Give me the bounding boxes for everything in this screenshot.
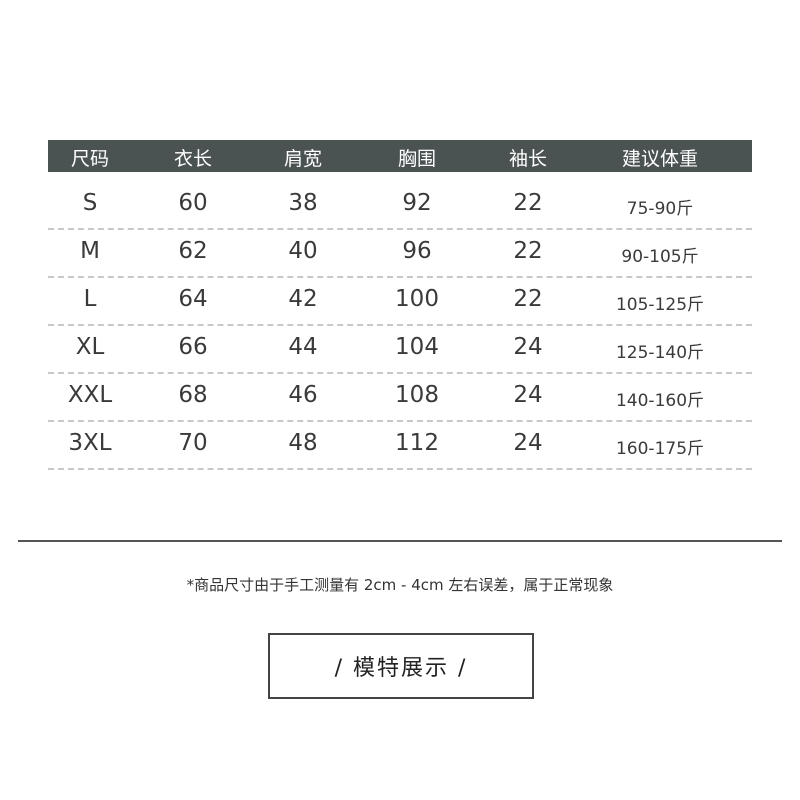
table-cell: 160-175斤: [615, 439, 705, 459]
column-header: 建议体重: [621, 148, 699, 170]
table-row: L 64 42 100 22 105-125斤: [48, 278, 752, 326]
table-cell: XL: [75, 334, 105, 360]
table-row: 3XL 70 48 112 24 160-175斤: [48, 422, 752, 470]
table-row: M 62 40 96 22 90-105斤: [48, 230, 752, 278]
table-row: S 60 38 92 22 75-90斤: [48, 182, 752, 230]
table-cell: 75-90斤: [626, 199, 694, 219]
column-header: 胸围: [397, 148, 437, 170]
column-header: 衣长: [173, 148, 213, 170]
table-cell: S: [82, 190, 98, 216]
section-title-box: / 模特展示 /: [268, 633, 534, 699]
table-cell: 22: [513, 286, 543, 312]
table-cell: XXL: [67, 382, 113, 408]
table-cell: L: [83, 286, 97, 312]
table-cell: 3XL: [68, 430, 112, 456]
table-cell: 108: [395, 382, 439, 408]
table-cell: 90-105斤: [621, 247, 699, 267]
row-divider: [48, 468, 752, 470]
table-cell: 70: [178, 430, 208, 456]
table-cell: 38: [288, 190, 318, 216]
table-cell: 46: [288, 382, 318, 408]
table-cell: 48: [288, 430, 318, 456]
table-cell: 112: [395, 430, 439, 456]
divider: [18, 540, 782, 542]
table-cell: 44: [288, 334, 318, 360]
column-header: 袖长: [508, 148, 548, 170]
table-cell: 100: [395, 286, 439, 312]
table-header: 尺码 衣长 肩宽 胸围 袖长 建议体重: [48, 140, 752, 172]
section-title: / 模特展示 /: [334, 656, 468, 681]
row-divider: [48, 372, 752, 374]
column-header: 尺码: [70, 148, 110, 170]
table-row: XXL 68 46 108 24 140-160斤: [48, 374, 752, 422]
table-cell: 104: [395, 334, 439, 360]
table-row: XL 66 44 104 24 125-140斤: [48, 326, 752, 374]
row-divider: [48, 420, 752, 422]
table-cell: 42: [288, 286, 318, 312]
table-cell: 24: [513, 334, 543, 360]
table-cell: 68: [178, 382, 208, 408]
row-divider: [48, 276, 752, 278]
table-cell: 62: [178, 238, 208, 264]
table-cell: 125-140斤: [615, 343, 705, 363]
row-divider: [48, 228, 752, 230]
table-cell: 22: [513, 190, 543, 216]
measurement-note: *商品尺寸由于手工测量有 2cm - 4cm 左右误差，属于正常现象: [186, 576, 614, 594]
table-cell: 64: [178, 286, 208, 312]
table-cell: 22: [513, 238, 543, 264]
table-cell: 66: [178, 334, 208, 360]
table-cell: 105-125斤: [615, 295, 705, 315]
column-header: 肩宽: [283, 148, 323, 170]
table-cell: 92: [402, 190, 432, 216]
table-cell: 24: [513, 430, 543, 456]
table-cell: 60: [178, 190, 208, 216]
row-divider: [48, 324, 752, 326]
table-cell: M: [80, 238, 100, 264]
table-cell: 24: [513, 382, 543, 408]
table-cell: 96: [402, 238, 432, 264]
table-cell: 140-160斤: [615, 391, 705, 411]
table-cell: 40: [288, 238, 318, 264]
